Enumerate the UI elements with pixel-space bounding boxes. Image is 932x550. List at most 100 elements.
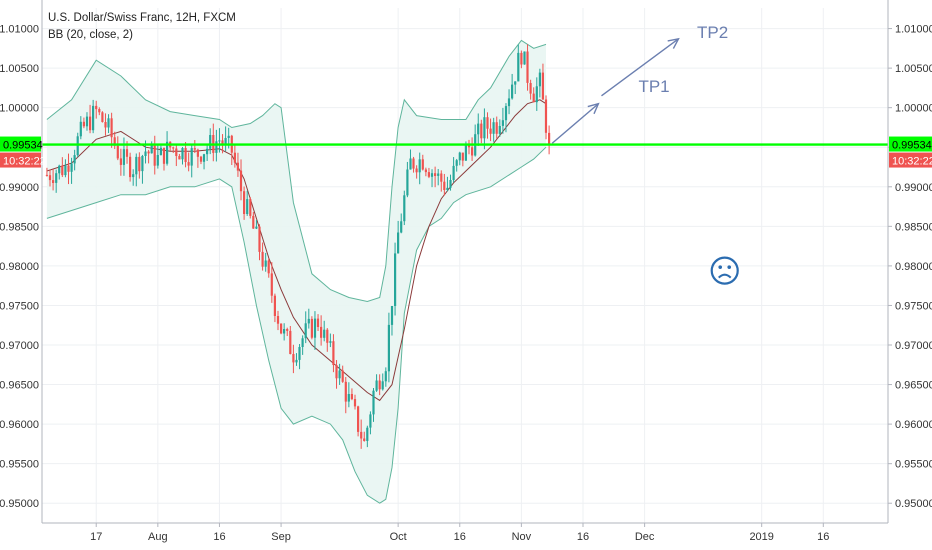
candle-body — [520, 52, 523, 65]
candle-body — [283, 329, 286, 334]
price-tag-right — [889, 136, 932, 152]
candle-body — [387, 324, 390, 372]
x-tick-label: 16 — [213, 531, 225, 543]
candle-body — [507, 98, 511, 107]
candle-body — [443, 181, 446, 190]
candle-body — [316, 318, 320, 327]
candle-body — [406, 169, 409, 196]
candle-body — [375, 380, 378, 391]
candle-body — [70, 163, 73, 172]
candle-body — [85, 116, 89, 127]
candle-body — [458, 152, 461, 161]
candle-body — [514, 81, 517, 85]
countdown-tag-text-left: 10:32:22 — [3, 156, 46, 168]
candle-body — [129, 156, 132, 178]
candle-body — [541, 72, 544, 100]
candle-body — [138, 156, 141, 172]
candle-body — [64, 165, 67, 176]
y-tick-label-right: 0.95000 — [895, 498, 932, 510]
y-tick-label-left: 0.95000 — [0, 498, 39, 510]
annotations[interactable]: TP1 TP2 — [551, 23, 739, 285]
arrow-head-2 — [667, 37, 680, 49]
price-tag-text-right: 0.99534 — [892, 140, 932, 152]
price-tag-left — [0, 136, 41, 152]
y-tick-label-left: 0.98000 — [0, 261, 39, 273]
candle-body — [227, 135, 230, 138]
candle-body — [252, 215, 255, 229]
indicator-label[interactable]: BB (20, close, 2) — [48, 29, 134, 41]
candle-body — [243, 191, 246, 214]
candle-body — [196, 149, 199, 157]
candle-body — [67, 165, 70, 172]
candle-body — [113, 137, 116, 146]
candle-body — [397, 232, 400, 254]
candle-body — [326, 329, 329, 343]
candle-body — [79, 121, 82, 137]
candle-body — [452, 165, 455, 180]
x-tick-label: Aug — [148, 531, 168, 543]
band-fill — [46, 40, 547, 504]
candle-body — [132, 174, 135, 178]
candle-body — [381, 381, 384, 390]
grid — [42, 8, 888, 523]
candle-body — [52, 180, 55, 183]
countdown-tag-right — [889, 152, 932, 168]
candle-body — [289, 330, 292, 354]
annotation-tp2[interactable]: TP2 — [697, 23, 728, 42]
candle-body — [301, 338, 304, 347]
candle-body — [424, 169, 427, 173]
candle-body — [310, 318, 313, 338]
y-tick-label-left: 0.98500 — [0, 221, 39, 233]
candle-body — [486, 117, 489, 129]
candle-body — [366, 427, 369, 441]
y-tick-label-right: 0.95500 — [895, 459, 932, 471]
arrow-head-1 — [587, 102, 600, 115]
candle-body — [437, 173, 440, 176]
x-tick-label: 16 — [454, 531, 466, 543]
candle-body — [394, 253, 397, 306]
x-tick-label: 16 — [817, 531, 829, 543]
candle-body — [104, 122, 107, 128]
band-basis-line — [46, 99, 547, 402]
candle-body — [427, 172, 430, 177]
y-tick-label-right: 0.96000 — [895, 419, 932, 431]
candle-body — [464, 145, 467, 161]
y-tick-label-left: 1.00000 — [0, 103, 39, 115]
candle-body — [501, 120, 504, 126]
sad-face-eye-left — [718, 265, 723, 269]
target-arrow-1 — [551, 103, 599, 144]
x-tick-label: 2019 — [749, 531, 773, 543]
candle-body — [135, 156, 138, 175]
annotation-tp1[interactable]: TP1 — [638, 77, 669, 96]
candle-body — [480, 123, 483, 139]
candle-body — [202, 154, 206, 162]
candle-body — [295, 359, 298, 363]
candle-body — [98, 109, 101, 113]
candle-body — [538, 72, 541, 87]
candle-body — [184, 148, 187, 162]
y-tick-label-left: 0.97000 — [0, 340, 39, 352]
candle-body — [236, 162, 239, 171]
candle-body — [412, 158, 415, 169]
candle-body — [141, 156, 144, 172]
candle-body — [276, 316, 280, 324]
candle-body — [110, 118, 113, 138]
candle-body — [273, 295, 276, 316]
symbol-title[interactable]: U.S. Dollar/Swiss Franc, 12H, FXCM — [48, 12, 236, 24]
candle-body — [353, 399, 357, 407]
candle-body — [218, 140, 221, 142]
candle-body — [323, 329, 326, 338]
candle-body — [418, 159, 421, 173]
candle-body — [45, 174, 48, 176]
sad-face-mouth — [718, 273, 732, 279]
candle-body — [390, 306, 394, 325]
candle-body — [92, 105, 95, 131]
candle-body — [320, 326, 323, 338]
candle-body — [209, 135, 212, 149]
candle-body — [215, 141, 218, 153]
candle-body — [511, 84, 514, 99]
candle-body — [258, 226, 261, 252]
candle-body — [270, 273, 273, 296]
